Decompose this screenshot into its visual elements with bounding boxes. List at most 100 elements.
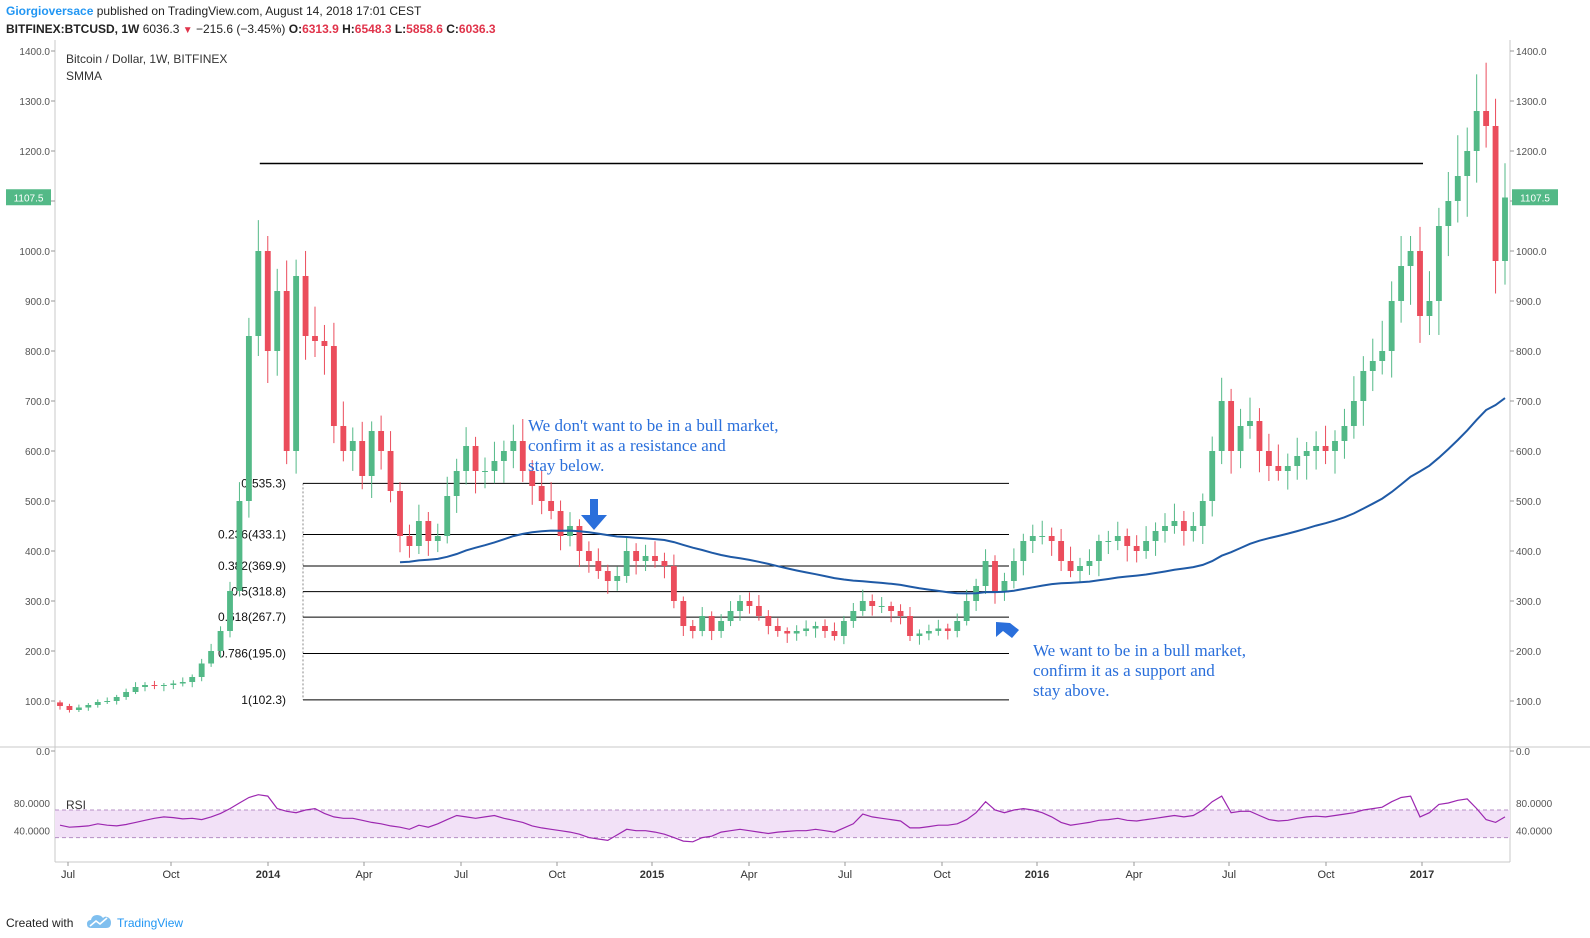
- candle-body: [66, 706, 73, 710]
- y-tick-label: 1200.0: [19, 147, 50, 158]
- candle-body: [680, 601, 687, 626]
- candle-body: [1265, 451, 1272, 466]
- candle-body: [236, 501, 243, 591]
- annotation-support-line: stay above.: [1033, 681, 1110, 700]
- legend-indicator: SMMA: [66, 69, 102, 83]
- candle-body: [576, 526, 583, 551]
- y-tick-label: 300.0: [25, 597, 50, 608]
- footer: Created with TradingView: [0, 912, 1590, 938]
- x-tick-label: Apr: [1125, 869, 1142, 881]
- candle-body: [217, 631, 224, 651]
- y-tick-label: 300.0: [1516, 597, 1541, 608]
- candle-body: [737, 601, 743, 611]
- candle-body: [1275, 466, 1282, 471]
- y-tick-label: 600.0: [25, 447, 50, 458]
- y-tick-label: 800.0: [25, 347, 50, 358]
- candle-body: [840, 621, 847, 636]
- candle-body: [85, 705, 92, 708]
- candle-body: [378, 431, 385, 451]
- candle-body: [359, 441, 366, 476]
- rsi-band: [55, 809, 1510, 838]
- x-tick-label: Oct: [548, 869, 565, 881]
- annotation-resistance-line: confirm it as a resistance and: [528, 436, 726, 455]
- candle-body: [1341, 426, 1348, 441]
- y-tick-label: 100.0: [1516, 697, 1541, 708]
- candle-body: [944, 628, 951, 631]
- candle-body: [1190, 526, 1197, 531]
- price-chart[interactable]: 1400.01300.01200.01100.01000.0900.0800.0…: [0, 40, 1590, 912]
- candle-body: [774, 626, 781, 631]
- candle-body: [255, 251, 262, 336]
- rsi-line: [59, 794, 1506, 843]
- tradingview-link[interactable]: TradingView: [117, 916, 184, 930]
- candle-body: [992, 561, 998, 591]
- x-tick-label: 2014: [256, 869, 281, 881]
- candle-body: [123, 692, 130, 697]
- smma-indicator: [399, 397, 1506, 595]
- y-tick-label: 500.0: [25, 497, 50, 508]
- candle-body: [1398, 266, 1405, 301]
- candle-body: [1143, 541, 1150, 551]
- candle-body: [1332, 441, 1338, 451]
- candle-body: [1407, 251, 1414, 266]
- candle-body: [1445, 201, 1452, 226]
- y-tick-label: 100.0: [25, 697, 50, 708]
- annotation-arrows: [581, 499, 1019, 638]
- triangle-down-icon: ▼: [182, 25, 193, 36]
- tradingview-cloud-icon: [87, 915, 111, 928]
- candle-body: [208, 651, 215, 664]
- x-tick-label: 2017: [1410, 869, 1434, 881]
- candle-body: [1473, 111, 1480, 151]
- candle-body: [878, 606, 885, 607]
- x-tick-label: Jul: [61, 869, 75, 881]
- candle-body: [1124, 536, 1131, 546]
- rsi-label: RSI: [66, 798, 86, 812]
- candle-body: [1162, 526, 1168, 531]
- y-tick-label: 600.0: [1516, 447, 1541, 458]
- x-axis: Jul Oct 2014 Apr Jul Oct 2015 Apr Jul Oct 2016 Apr J…: [61, 862, 1434, 881]
- candle-body: [935, 628, 942, 631]
- candle-body: [784, 631, 791, 634]
- annotation-support-line: We want to be in a bull market,: [1033, 641, 1246, 660]
- y-tick-label: 200.0: [25, 647, 50, 658]
- candle-body: [793, 631, 800, 634]
- candle-body: [1133, 546, 1140, 551]
- fib-level-label: 0(535.3): [241, 476, 286, 490]
- arrow-icon: [581, 499, 607, 530]
- publish-line: Giorgioversace published on TradingView.…: [6, 4, 421, 18]
- candle-body: [463, 446, 470, 471]
- candle-body: [1426, 301, 1433, 316]
- candle-body: [661, 561, 668, 566]
- high-value: 6548.3: [354, 22, 392, 36]
- candle-body: [132, 687, 139, 692]
- candle-body: [57, 702, 63, 706]
- candle-body: [113, 697, 120, 701]
- candle-body: [1086, 561, 1093, 566]
- candle-body: [104, 701, 111, 702]
- candle-body: [302, 276, 309, 336]
- y-tick-label: 700.0: [25, 397, 50, 408]
- y-tick-label: 900.0: [25, 297, 50, 308]
- symbol-line: BITFINEX:BTCUSD, 1W 6036.3 ▼ −215.6 (−3.…: [6, 22, 496, 36]
- candle-body: [1256, 421, 1263, 451]
- candle-body: [491, 461, 498, 471]
- candle-body: [397, 491, 403, 536]
- candle-body: [189, 677, 196, 682]
- candle-body: [1209, 451, 1216, 501]
- candle-body: [1114, 536, 1121, 541]
- candle-body: [982, 561, 989, 586]
- candle-body: [340, 426, 347, 451]
- y-tick-label: 0.0: [1516, 747, 1530, 758]
- fib-level-label: 0.786(195.0): [218, 647, 286, 661]
- candle-body: [822, 626, 828, 631]
- candle-body: [699, 616, 706, 631]
- candle-body: [1077, 566, 1083, 571]
- author-link[interactable]: Giorgioversace: [6, 4, 94, 18]
- rsi-tick-label: 40.0000: [1516, 827, 1553, 838]
- annotation-support-line: confirm it as a support and: [1033, 661, 1215, 680]
- candle-body: [1322, 446, 1329, 451]
- y-tick-label: 0.0: [36, 747, 50, 758]
- candle-body: [850, 611, 857, 621]
- y-tick-label: 1400.0: [1516, 47, 1547, 58]
- candle-body: [274, 291, 281, 351]
